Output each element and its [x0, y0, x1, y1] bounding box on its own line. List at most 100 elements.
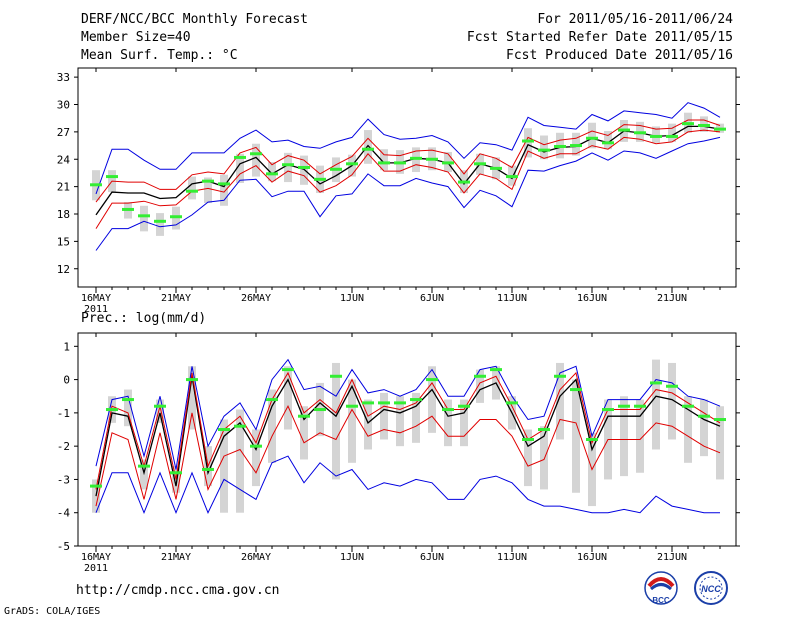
median-marker [650, 134, 662, 138]
ncc-logo-text: NCC [701, 584, 721, 594]
plot-frame [77, 67, 737, 288]
spread-box [284, 152, 292, 183]
median-marker [714, 418, 726, 422]
series-line-max [95, 358, 721, 470]
spread-box [604, 130, 612, 150]
median-marker [234, 424, 246, 428]
median-marker [586, 136, 598, 140]
series-line-max [95, 102, 721, 195]
y-tick-label: -4 [57, 507, 71, 520]
spread-box [428, 366, 436, 433]
spread-box [204, 177, 212, 204]
median-marker [666, 134, 678, 138]
median-marker [266, 398, 278, 402]
median-marker [698, 414, 710, 418]
x-tick-label: 21MAY [161, 552, 191, 563]
median-marker [554, 144, 566, 148]
y-tick-label: 27 [57, 126, 70, 139]
median-marker [378, 401, 390, 405]
median-marker [202, 179, 214, 183]
median-marker [218, 182, 230, 186]
y-tick-label: 30 [57, 99, 70, 112]
median-marker [698, 123, 710, 127]
median-marker [170, 471, 182, 475]
median-marker [330, 374, 342, 378]
institution-logos: BCC NCC [644, 571, 728, 605]
median-marker [586, 438, 598, 441]
spread-box [540, 135, 548, 160]
median-marker [410, 398, 422, 402]
median-marker [490, 368, 502, 372]
spread-box [668, 123, 676, 142]
temperature-variable-label: Mean Surf. Temp.: °C [81, 48, 238, 63]
median-marker [202, 467, 214, 471]
forecast-produced-label: Fcst Produced Date 2011/05/16 [506, 48, 733, 63]
median-marker [474, 374, 486, 378]
x-tick-label: 6JUN [420, 552, 444, 563]
median-marker [538, 428, 550, 432]
median-marker [394, 401, 406, 405]
spread-box [476, 369, 484, 403]
median-marker [538, 148, 550, 152]
median-marker [282, 368, 294, 372]
spread-box [124, 389, 132, 427]
x-tick-label: 16JUN [577, 552, 607, 563]
grads-credit: GrADS: COLA/IGES [4, 606, 101, 617]
median-marker [506, 401, 518, 405]
median-marker [218, 428, 230, 432]
y-tick-label: 21 [57, 181, 70, 194]
median-marker [282, 163, 294, 167]
median-marker [346, 404, 358, 408]
x-tick-label: 16JUN [577, 293, 607, 304]
spread-box [588, 122, 596, 149]
spread-box [268, 389, 276, 463]
median-marker [474, 162, 486, 166]
y-tick-label: -3 [57, 473, 70, 486]
spread-box [220, 419, 228, 513]
spread-box [636, 399, 644, 473]
median-marker [346, 162, 358, 166]
source-url-link[interactable]: http://cmdp.ncc.cma.gov.cn [76, 583, 280, 598]
median-marker [186, 378, 198, 382]
y-tick-label: 33 [57, 71, 70, 84]
median-marker [682, 404, 694, 408]
median-marker [618, 128, 630, 132]
spread-box [156, 213, 164, 236]
spread-box [380, 149, 388, 171]
median-marker [570, 144, 582, 148]
y-tick-label: 12 [57, 263, 70, 276]
median-marker [426, 157, 438, 161]
spread-box [268, 161, 276, 182]
x-tick-label: 11JUN [497, 293, 527, 304]
forecast-period-label: For 2011/05/16-2011/06/24 [537, 12, 733, 27]
temperature-panel: 12 15 18 21 24 27 30 33 16MAY 21MAY 26MAY 1JUN 6JUN 1… [57, 67, 740, 315]
spread-box [364, 399, 372, 450]
spread-box [700, 399, 708, 457]
bcc-logo: BCC [644, 571, 678, 605]
median-marker [154, 219, 166, 223]
median-marker [90, 183, 102, 187]
x-tick-label: 16MAY [81, 552, 111, 563]
median-marker [298, 414, 310, 418]
y-tick-label: 0 [63, 374, 70, 387]
series-line-min [95, 455, 720, 515]
spread-box [540, 426, 548, 490]
median-marker [170, 215, 182, 219]
x-tick-label: 26MAY [241, 552, 271, 563]
median-marker [106, 175, 118, 179]
spread-box [684, 396, 692, 463]
median-marker [362, 401, 374, 405]
y-tick-label: 15 [57, 235, 70, 248]
x-year-label: 2011 [84, 563, 108, 574]
spread-box [252, 429, 260, 487]
median-marker [490, 166, 502, 170]
y-tick-label: -2 [57, 440, 70, 453]
median-marker [426, 378, 438, 382]
x-tick-label: 21JUN [657, 293, 687, 304]
spread-box [716, 406, 724, 480]
median-marker [522, 139, 534, 143]
x-tick-label: 6JUN [420, 293, 444, 304]
median-marker [330, 167, 342, 171]
spread-box [556, 362, 564, 440]
median-marker [442, 161, 454, 165]
